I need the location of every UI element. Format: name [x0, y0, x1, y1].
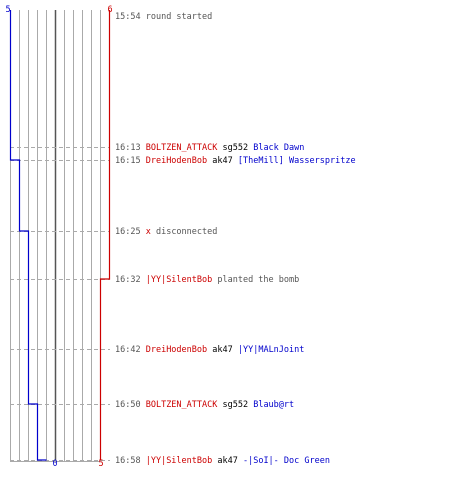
red-team-alive-line — [99, 10, 111, 460]
event-time: 16:25 — [115, 227, 146, 237]
event-neutral-text: round started — [146, 12, 213, 22]
event-blue-text: -|SoI|- Doc Green — [243, 456, 330, 466]
event-entry: 16:42 DreiHodenBob ak47 |YY|MALnJoint — [115, 345, 304, 355]
event-entry: 15:54 round started — [115, 12, 212, 22]
event-weapon-text: ak47 — [207, 156, 238, 166]
event-entry: 16:15 DreiHodenBob ak47 [TheMill] Wasser… — [115, 156, 356, 166]
event-time: 16:58 — [115, 456, 146, 466]
event-red-text: BOLTZEN_ATTACK — [146, 400, 219, 410]
event-blue-text: |YY|MALnJoint — [238, 345, 305, 355]
event-red-text: |YY|SilentBob — [146, 456, 213, 466]
event-entry: 16:50 BOLTZEN_ATTACK sg552 Blaub@rt — [115, 400, 294, 410]
event-weapon-text: sg552 — [217, 400, 253, 410]
red-end-count: 5 — [98, 459, 103, 469]
event-weapon-text: ak47 — [207, 345, 238, 355]
event-time: 16:32 — [115, 275, 146, 285]
event-blue-text: [TheMill] Wasserspritze — [238, 156, 356, 166]
event-time: 16:13 — [115, 143, 146, 153]
event-time: 16:15 — [115, 156, 146, 166]
event-red-text: DreiHodenBob — [146, 156, 207, 166]
event-time: 16:42 — [115, 345, 146, 355]
event-entry: 16:25 x disconnected — [115, 227, 217, 237]
event-blue-text: Blaub@rt — [253, 400, 294, 410]
event-red-text: |YY|SilentBob — [146, 275, 213, 285]
event-red-text: BOLTZEN_ATTACK — [146, 143, 219, 153]
event-neutral-text: disconnected — [151, 227, 218, 237]
event-entry: 16:32 |YY|SilentBob planted the bomb — [115, 275, 299, 285]
event-blue-text: Black Dawn — [253, 143, 304, 153]
event-time: 15:54 — [115, 12, 146, 22]
blue-end-count: 0 — [52, 459, 57, 469]
event-neutral-text: planted the bomb — [212, 275, 299, 285]
event-red-text: DreiHodenBob — [146, 345, 207, 355]
event-red-text: x — [146, 227, 151, 237]
blue-team-alive-line — [9, 10, 47, 461]
event-entry: 16:58 |YY|SilentBob ak47 -|SoI|- Doc Gre… — [115, 456, 330, 466]
blue-start-count: 5 — [5, 5, 10, 15]
event-weapon-text: ak47 — [212, 456, 243, 466]
red-start-count: 6 — [107, 5, 112, 15]
event-time: 16:50 — [115, 400, 146, 410]
event-entry: 16:13 BOLTZEN_ATTACK sg552 Black Dawn — [115, 143, 304, 153]
event-weapon-text: sg552 — [217, 143, 253, 153]
